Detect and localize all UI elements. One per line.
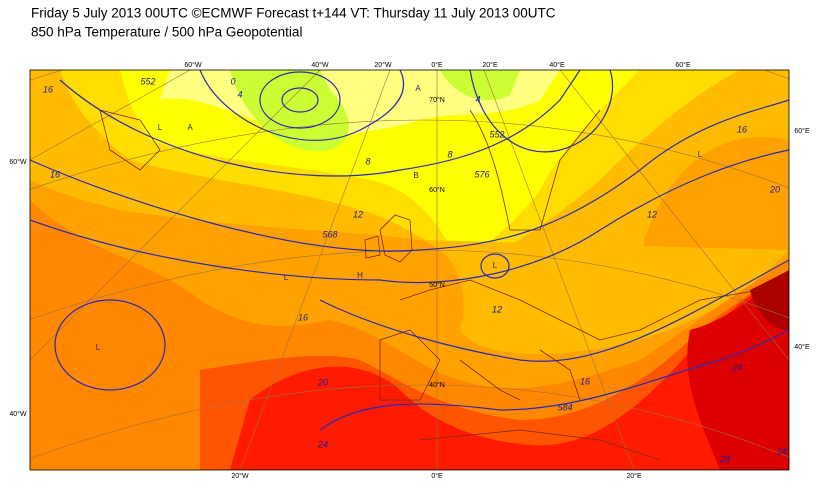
lon-label: 0°E [431,472,443,480]
map-frame [29,69,790,471]
lon-label: 40°W [311,61,329,69]
contour-label: 16 [737,124,747,134]
centre-label: L [284,273,289,282]
contour-label: 24 [317,439,328,449]
lat-edge-label: 40°W [9,410,27,418]
title: Friday 5 July 2013 00UTC ©ECMWF Forecast… [31,6,556,21]
lon-label: 20°E [626,472,642,480]
lat-label: 50°N [429,281,445,289]
centre-label: L [493,261,498,270]
contour-label: 20 [769,184,780,194]
contour-label: 4 [237,89,242,99]
pressure-centres: L L L L L H A A B [96,84,703,352]
lon-label: 20°W [374,61,392,69]
geopotential-contour-labels: 552 568 576 584 552 [140,76,572,412]
contour-label: 12 [492,304,502,314]
lon-label: 60°E [675,61,691,69]
subtitle: 850 hPa Temperature / 500 hPa Geopotenti… [31,25,302,40]
temperature-contour-labels: 16 16 12 12 12 16 20 24 16 24 16 20 28 2… [43,76,787,464]
contour-label: 8 [447,149,452,159]
contour-label: 16 [43,84,53,94]
centre-label: A [187,123,193,132]
contour-label: 12 [647,209,657,219]
centre-label: H [357,271,363,280]
contour-label: 12 [353,209,363,219]
lon-label: 20°E [482,61,498,69]
contour-label: 552 [140,76,155,86]
lon-label: 60°W [184,61,202,69]
contour-label: 552 [489,129,504,139]
lon-label: 20°W [231,472,249,480]
contour-label: 4 [475,94,480,104]
contour-label: 16 [298,312,308,322]
contour-label: 8 [365,156,370,166]
lat-edge-label: 60°E [794,127,810,135]
centre-label: L [158,123,163,132]
lat-label: 60°N [429,186,445,194]
lat-label: 40°N [429,381,445,389]
contour-label: 24 [731,362,742,372]
contour-label: 16 [50,169,60,179]
lon-label: 40°E [549,61,565,69]
map-area [30,70,789,470]
contour-label: 16 [580,376,590,386]
contour-label: 28 [719,454,730,464]
lat-edge-label: 40°E [794,343,810,351]
centre-label: A [415,84,421,93]
geopotential-contours [30,70,789,431]
contour-label: 568 [322,229,337,239]
contour-label: 584 [557,402,572,412]
centre-label: L [96,343,101,352]
contour-label: 0 [230,76,235,86]
lat-edge-label: 60°W [9,158,27,166]
contour-label: 576 [474,169,489,179]
centre-label: B [413,171,418,180]
lat-label: 70°N [429,96,445,104]
lon-label: 0°E [431,61,443,69]
centre-label: L [698,150,703,159]
axis-labels: 60°W 40°W 20°W 0°E 20°E 40°E 60°E 20°W 0… [9,61,810,480]
contour-label: 20 [317,377,328,387]
contour-label: 24 [776,446,787,456]
